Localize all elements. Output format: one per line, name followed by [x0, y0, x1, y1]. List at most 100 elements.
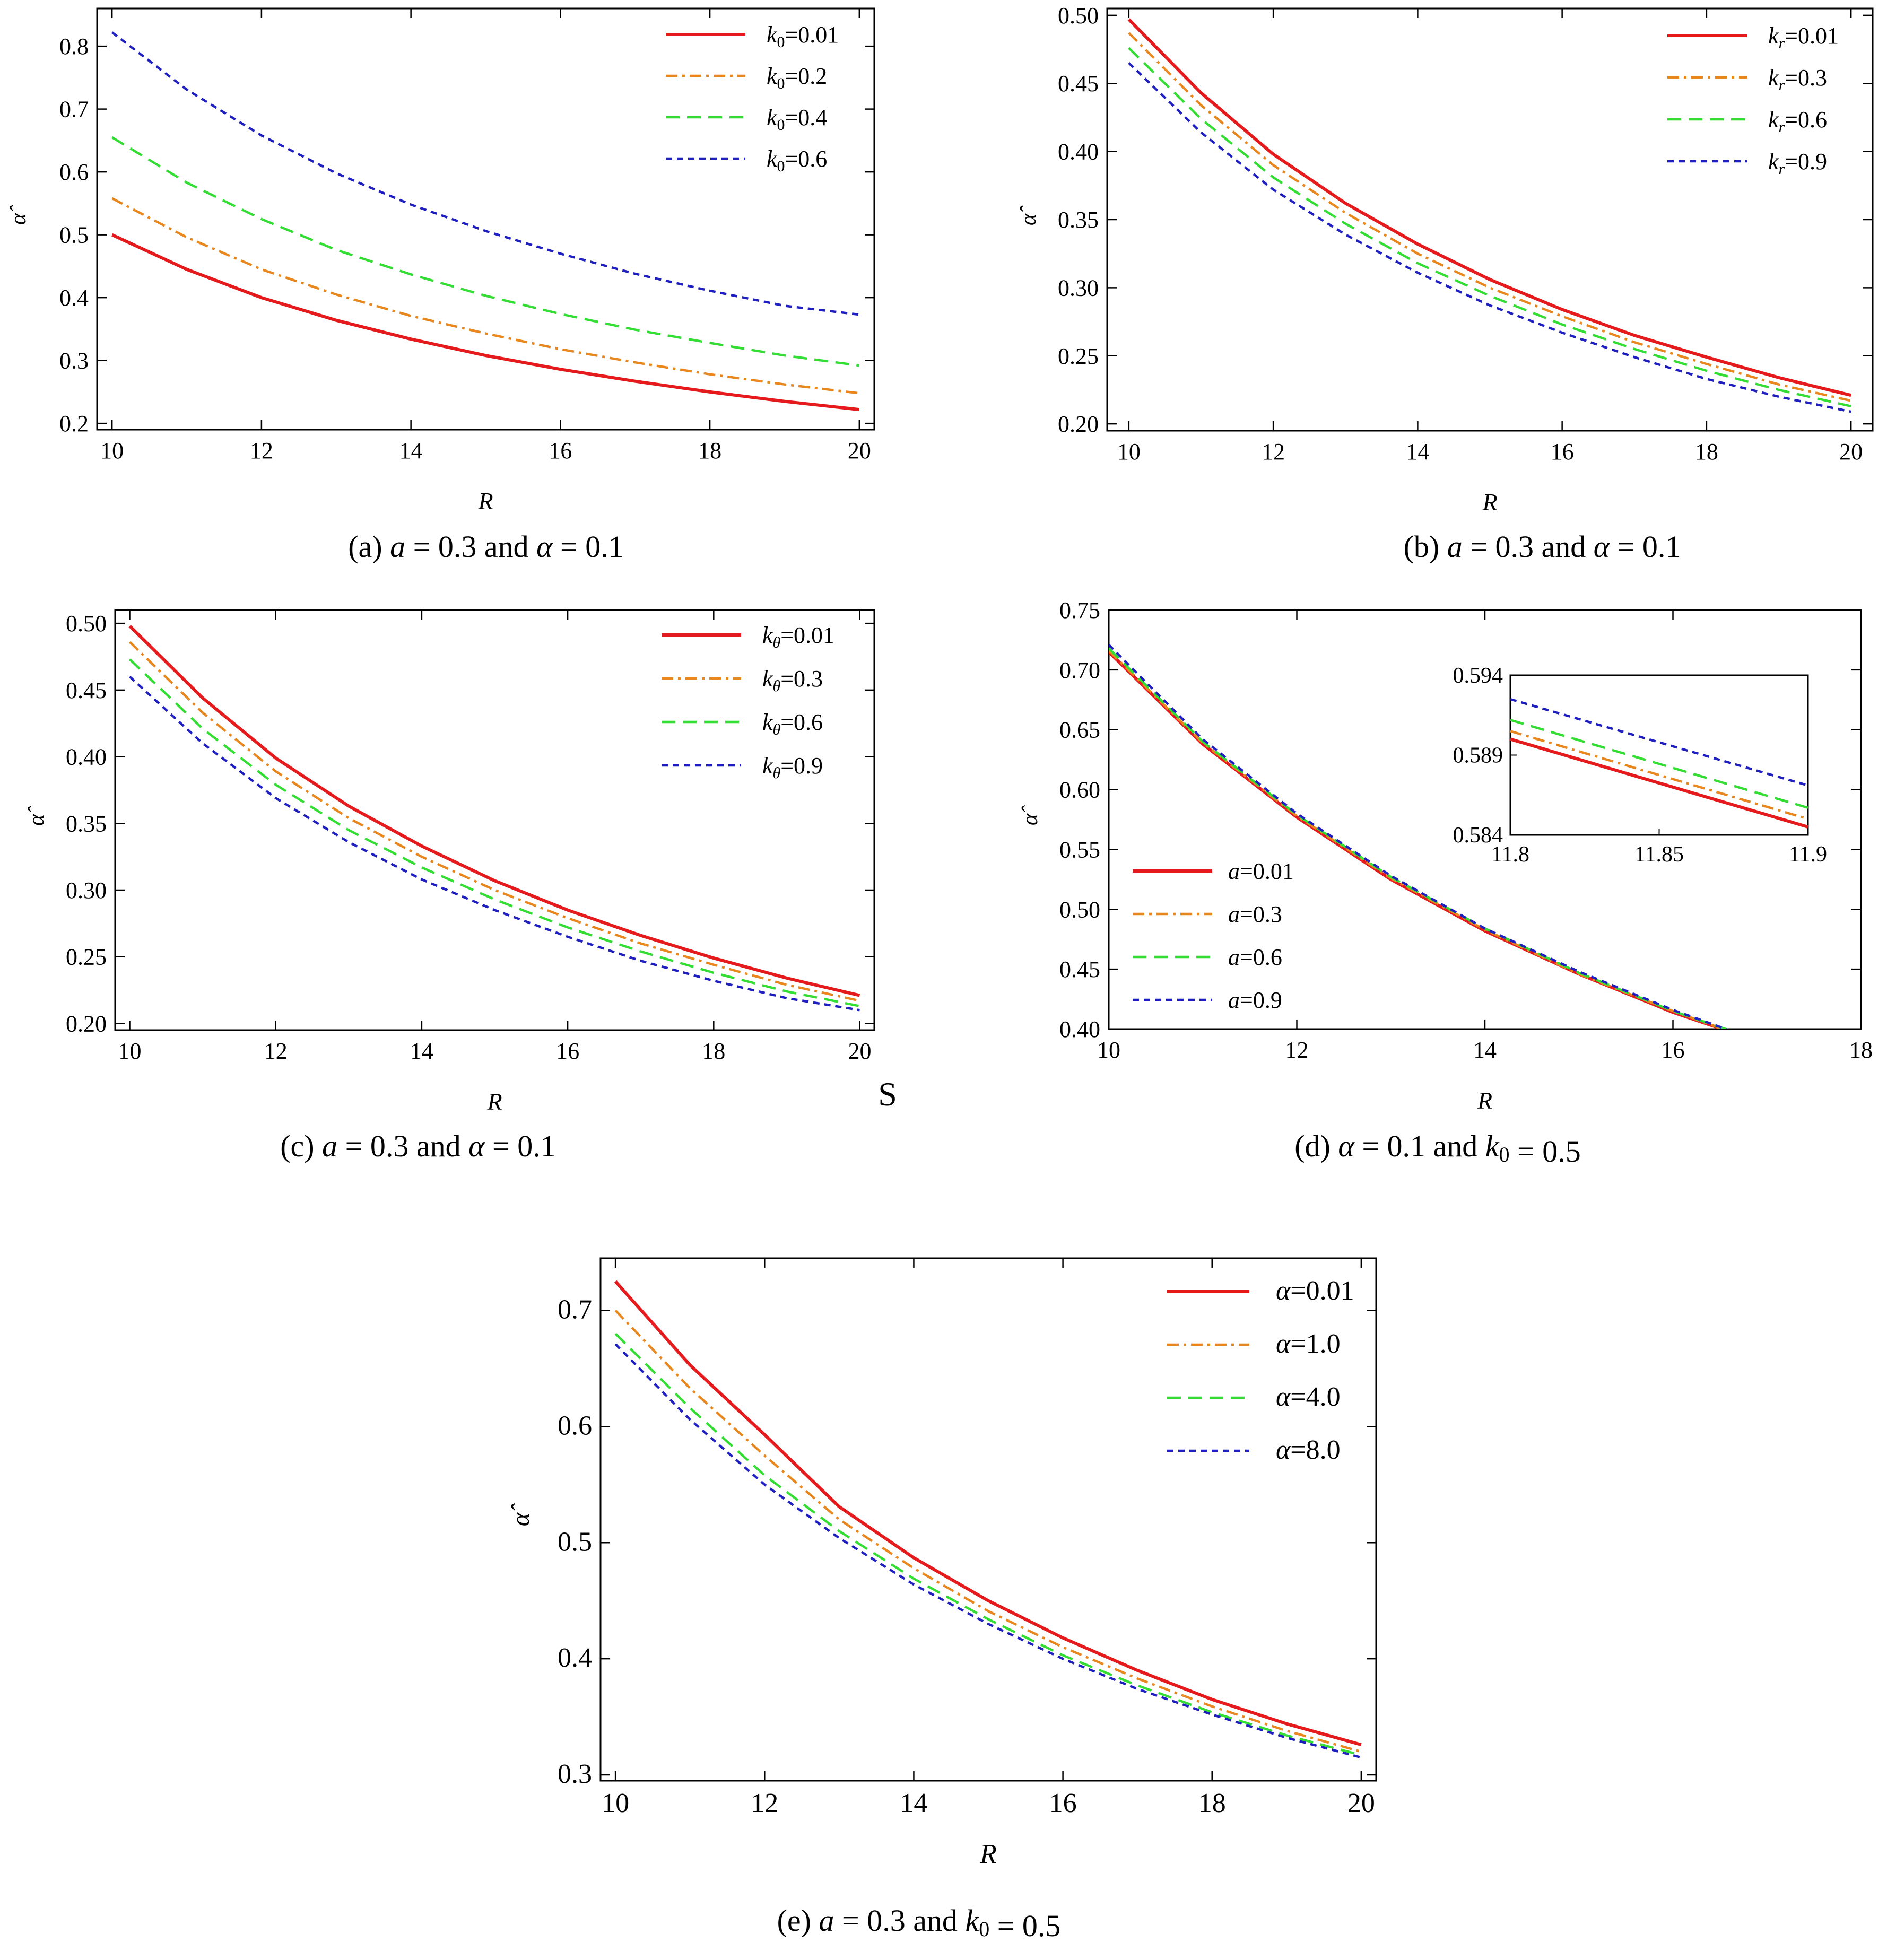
chart-b: 10 12 14 16 18 20 0.20 0.25 0.30 0.35 0.40 0.45 0.50…: [1016, 3, 1874, 564]
x-tick-label: 16: [556, 1038, 579, 1064]
y-tick-label: 0.35: [1058, 207, 1099, 233]
x-axis-label: R: [1482, 489, 1497, 516]
chart-e: 10 12 14 16 18 20 0.3 0.4 0.5 0.6 0.7 Rα̂ α=0.01 α=1.…: [507, 1257, 1377, 1943]
panel-caption: (a) a = 0.3 and α = 0.1: [348, 529, 624, 564]
x-axis-label: R: [477, 487, 493, 515]
plot-frame: [114, 609, 875, 1031]
inset-y-tick-label: 0.594: [1453, 664, 1503, 688]
y-tick-label: 0.65: [1059, 717, 1100, 743]
series-line-2: [614, 1309, 1362, 1753]
y-tick-label: 0.3: [558, 1759, 592, 1789]
x-tick-label: 20: [1347, 1788, 1375, 1818]
series-line-4: [1109, 643, 1730, 1029]
y-tick-label: 0.30: [1058, 275, 1099, 301]
x-tick-label: 12: [1262, 439, 1285, 465]
x-axis-label: R: [486, 1088, 502, 1115]
legend-label-2: kθ=0.3: [762, 666, 823, 695]
inset-series-line-4: [1510, 698, 1808, 787]
x-tick-label: 10: [118, 1038, 142, 1064]
inset-frame: [1509, 674, 1809, 836]
series-line-3: [614, 1332, 1362, 1756]
x-tick-label: 12: [250, 438, 273, 464]
x-tick-label: 12: [264, 1038, 288, 1064]
inset-x-tick-label: 11.85: [1634, 842, 1684, 867]
x-tick-label: 20: [848, 1038, 871, 1064]
series-line-4: [128, 676, 860, 1012]
y-tick-label: 0.75: [1059, 597, 1100, 623]
series-line-1: [128, 625, 860, 997]
legend-label-3: kr=0.6: [1768, 107, 1827, 136]
plot-frame: [1106, 7, 1874, 432]
legend-label-2: a=0.3: [1228, 901, 1282, 927]
plot-frame: [96, 7, 875, 431]
inset-series-line-3: [1510, 719, 1808, 809]
y-tick-label: 0.60: [1059, 777, 1100, 803]
chart-d: 10 12 14 16 18 0.40 0.45 0.50 0.55 0.60 0.65 0.70 0.…: [1018, 597, 1873, 1169]
x-tick-label: 10: [602, 1788, 629, 1818]
x-tick-label: 12: [1285, 1037, 1309, 1063]
x-tick-label: 16: [1049, 1788, 1077, 1818]
x-tick-label: 18: [1695, 439, 1718, 465]
x-tick-label: 20: [1839, 439, 1863, 465]
y-tick-label: 0.25: [66, 944, 107, 970]
x-tick-label: 14: [1406, 439, 1429, 465]
panel-caption: (d) α = 0.1 and k0 = 0.5: [1294, 1129, 1581, 1169]
chart-c: 10 12 14 16 18 20 0.20 0.25 0.30 0.35 0.40 0.45 0.50…: [24, 609, 897, 1163]
y-tick-label: 0.40: [1059, 1016, 1100, 1042]
y-tick-label: 0.50: [1059, 896, 1100, 922]
y-tick-label: 0.25: [1058, 343, 1099, 369]
y-tick-label: 0.30: [66, 877, 107, 903]
y-axis-label: α̂: [6, 205, 31, 225]
legend-label-1: kr=0.01: [1768, 23, 1839, 52]
y-tick-label: 0.4: [59, 285, 89, 311]
series-line-1: [614, 1280, 1362, 1746]
y-tick-label: 0.7: [59, 97, 89, 123]
series-line-1: [1127, 18, 1851, 397]
x-tick-label: 10: [1117, 439, 1141, 465]
inset-y-tick-label: 0.589: [1453, 744, 1503, 768]
y-tick-label: 0.8: [59, 33, 89, 59]
y-tick-label: 0.5: [59, 222, 89, 248]
panel-caption: (b) a = 0.3 and α = 0.1: [1404, 529, 1681, 564]
inset-series-line-2: [1510, 730, 1808, 821]
legend-label-3: kθ=0.6: [762, 709, 823, 738]
x-tick-label: 14: [900, 1788, 927, 1818]
legend-label-4: α=8.0: [1276, 1435, 1341, 1465]
y-tick-label: 0.3: [59, 348, 89, 374]
legend-label-4: kθ=0.9: [762, 753, 823, 782]
legend-label-2: kr=0.3: [1768, 65, 1827, 94]
x-tick-label: 14: [410, 1038, 433, 1064]
plot-frame: [599, 1257, 1377, 1782]
legend-label-4: a=0.9: [1228, 987, 1282, 1013]
legend-label-4: kr=0.9: [1768, 149, 1827, 178]
y-tick-label: 0.45: [66, 677, 107, 703]
legend-label-2: α=1.0: [1276, 1329, 1341, 1359]
y-tick-label: 0.40: [66, 744, 107, 770]
chart-a: 10 12 14 16 18 20 0.2 0.3 0.4 0.5 0.6 0.7 0.8 Rα̂ k0=0…: [6, 7, 875, 564]
legend-label-1: α=0.01: [1276, 1276, 1354, 1306]
legend-label-3: α=4.0: [1276, 1382, 1341, 1412]
y-tick-label: 0.45: [1059, 956, 1100, 982]
legend-label-1: kθ=0.01: [762, 622, 834, 651]
y-tick-label: 0.20: [66, 1011, 107, 1036]
y-tick-label: 0.2: [59, 411, 89, 437]
x-tick-label: 18: [1198, 1788, 1226, 1818]
x-tick-label: 10: [1097, 1037, 1120, 1063]
panel-annotation: S: [878, 1075, 897, 1113]
y-tick-label: 0.40: [1058, 139, 1099, 165]
y-axis-label: α̂: [1018, 805, 1042, 825]
y-axis-label: α̂: [507, 1503, 535, 1526]
panel-caption: (c) a = 0.3 and α = 0.1: [280, 1129, 556, 1163]
x-tick-label: 14: [399, 438, 423, 464]
x-tick-label: 10: [100, 438, 124, 464]
x-axis-label: R: [1477, 1087, 1492, 1114]
series-line-4: [1128, 62, 1851, 413]
y-axis-label: α̂: [24, 806, 49, 826]
y-tick-label: 0.45: [1058, 71, 1099, 97]
y-tick-label: 0.50: [1058, 3, 1099, 29]
inset-x-tick-label: 11.8: [1491, 842, 1529, 867]
x-tick-label: 16: [549, 438, 572, 464]
y-axis-label: α̂: [1016, 205, 1041, 225]
legend-label-2: k0=0.2: [767, 63, 827, 92]
x-axis-label: R: [979, 1839, 997, 1869]
